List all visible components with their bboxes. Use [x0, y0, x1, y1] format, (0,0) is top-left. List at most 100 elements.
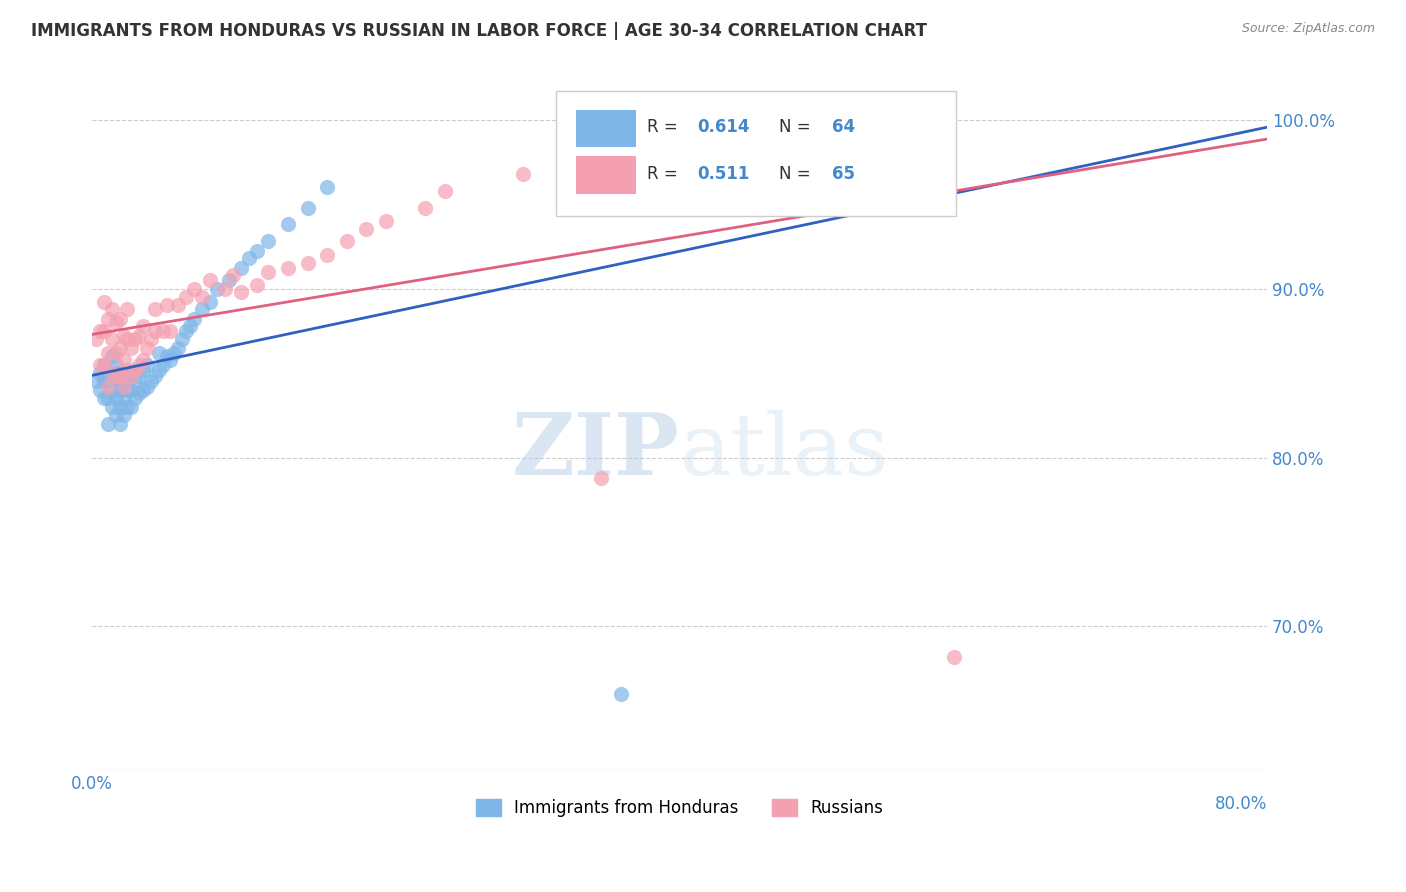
Point — [97, 375, 120, 389]
Point — [108, 369, 131, 384]
Point — [356, 222, 378, 236]
Point — [942, 649, 965, 664]
Point — [148, 345, 170, 359]
Point — [297, 201, 319, 215]
Point — [97, 379, 120, 393]
Point — [124, 332, 146, 346]
Text: N =: N = — [779, 119, 817, 136]
Point — [246, 244, 269, 259]
Point — [108, 312, 131, 326]
Point — [128, 386, 150, 401]
Point — [159, 324, 181, 338]
Point — [747, 112, 769, 127]
FancyBboxPatch shape — [576, 110, 636, 147]
Point — [112, 392, 135, 406]
Point — [100, 301, 122, 316]
Point — [198, 273, 221, 287]
FancyBboxPatch shape — [576, 156, 636, 194]
Point — [104, 392, 127, 406]
Text: R =: R = — [647, 119, 683, 136]
Point — [132, 318, 155, 333]
Point — [152, 324, 174, 338]
Point — [277, 218, 299, 232]
Point — [610, 687, 633, 701]
Point — [108, 417, 131, 431]
Point — [155, 298, 177, 312]
Point — [97, 392, 120, 406]
Point — [128, 369, 150, 384]
Point — [218, 273, 240, 287]
Point — [297, 256, 319, 270]
Point — [198, 295, 221, 310]
Point — [120, 383, 142, 397]
Point — [100, 366, 122, 380]
Point — [112, 409, 135, 423]
Point — [112, 375, 135, 389]
Point — [112, 352, 135, 367]
Point — [174, 290, 197, 304]
Point — [191, 290, 214, 304]
Point — [257, 265, 280, 279]
Text: IMMIGRANTS FROM HONDURAS VS RUSSIAN IN LABOR FORCE | AGE 30-34 CORRELATION CHART: IMMIGRANTS FROM HONDURAS VS RUSSIAN IN L… — [31, 22, 927, 40]
Point — [108, 341, 131, 355]
Point — [104, 358, 127, 372]
Point — [100, 332, 122, 346]
Point — [100, 383, 122, 397]
Point — [93, 375, 115, 389]
Point — [143, 369, 166, 384]
Point — [257, 235, 280, 249]
Text: 80.0%: 80.0% — [1215, 796, 1267, 814]
Text: ZIP: ZIP — [512, 409, 679, 493]
Point — [104, 315, 127, 329]
Point — [128, 329, 150, 343]
Point — [139, 332, 162, 346]
Point — [89, 358, 111, 372]
Point — [97, 417, 120, 431]
Point — [183, 282, 205, 296]
Point — [100, 400, 122, 414]
Point — [128, 358, 150, 372]
Point — [316, 180, 339, 194]
Point — [124, 375, 146, 389]
Point — [172, 332, 194, 346]
Point — [120, 400, 142, 414]
Point — [167, 341, 190, 355]
Legend: Immigrants from Honduras, Russians: Immigrants from Honduras, Russians — [470, 792, 890, 824]
Point — [139, 375, 162, 389]
Point — [117, 400, 139, 414]
Point — [89, 366, 111, 380]
Point — [104, 409, 127, 423]
Point — [108, 383, 131, 397]
Point — [229, 261, 252, 276]
Point — [229, 285, 252, 299]
Point — [179, 318, 201, 333]
Point — [152, 358, 174, 372]
Point — [413, 201, 436, 215]
Point — [93, 358, 115, 372]
Point — [117, 301, 139, 316]
Point — [148, 362, 170, 376]
Point — [238, 251, 260, 265]
Point — [207, 282, 229, 296]
Point — [155, 349, 177, 363]
Point — [112, 329, 135, 343]
Point — [277, 261, 299, 276]
Point — [136, 358, 159, 372]
Point — [120, 366, 142, 380]
Point — [143, 324, 166, 338]
Point — [97, 312, 120, 326]
Point — [132, 362, 155, 376]
Point — [93, 324, 115, 338]
Point — [136, 341, 159, 355]
Point — [120, 341, 142, 355]
Point — [316, 248, 339, 262]
Point — [688, 112, 710, 127]
Point — [100, 349, 122, 363]
Point — [163, 345, 186, 359]
Point — [117, 362, 139, 376]
Point — [124, 362, 146, 376]
FancyBboxPatch shape — [557, 91, 956, 216]
Point — [336, 235, 359, 249]
Text: R =: R = — [647, 165, 683, 184]
Point — [246, 278, 269, 293]
